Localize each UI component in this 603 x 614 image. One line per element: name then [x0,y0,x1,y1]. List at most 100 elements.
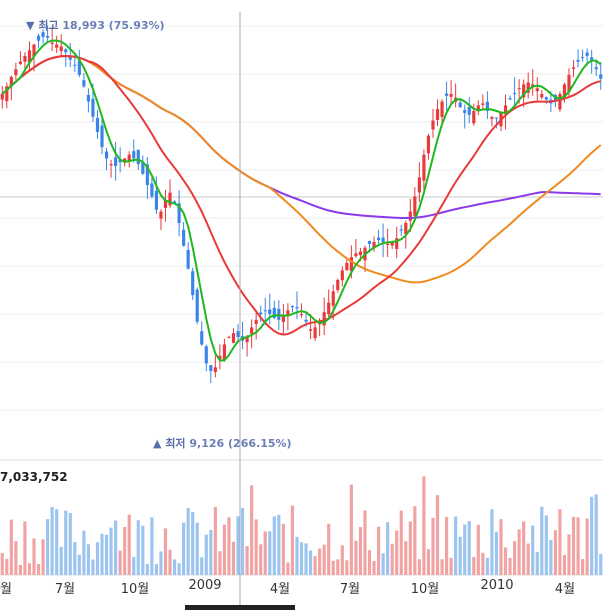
volume-bar [218,551,222,575]
ma60-line [1,54,602,284]
candle-body [540,93,544,98]
candle-body [476,105,480,112]
x-tick-label: 월 [0,582,12,597]
candle-body [431,120,435,130]
candle-body [259,312,263,315]
volume-bar [404,541,408,575]
candle-body [395,238,399,249]
candle-body [95,117,100,132]
volume-bar [104,534,109,575]
candle-body [236,331,240,337]
x-tick-label: 10월 [120,582,150,597]
volume-bar [77,554,81,575]
candle-body [404,223,408,234]
volume-bar [345,560,349,575]
x-tick-label: 7월 [54,582,76,597]
volume-bar [86,544,90,575]
candle-body [354,253,358,257]
volume-bar [245,546,249,575]
candle-body [36,35,41,41]
x-tick-label: 4월 [554,582,576,597]
volume-bar [363,510,367,575]
candle-body [376,237,381,241]
volume-bar [540,506,544,575]
candle-body [390,241,394,246]
candle-body [413,196,417,216]
volume-bar [95,542,100,575]
candle-body [191,271,195,296]
volume-bar [9,519,13,575]
candle-body [513,93,517,95]
candle-body [458,102,462,108]
volume-bar [132,556,136,575]
volume-bar [558,509,562,575]
candle-body [517,88,521,90]
candle-body [304,319,308,322]
candle-body [163,200,168,208]
volume-bar [127,514,131,575]
candle-body [349,257,353,272]
volume-bar [254,519,258,575]
volume-bar [123,526,127,575]
low-annotation: ▲ 최저 9,126 (266.15%) [153,435,292,451]
volume-bar [481,552,485,575]
volume-bar [227,517,231,575]
x-tick-label: 4월 [269,582,291,597]
candle-body [581,57,585,59]
candle-body [104,151,109,159]
candle-body [59,46,63,52]
candle-body [200,331,204,345]
chart-scroll-handle[interactable] [185,605,295,610]
candle-body [141,162,145,174]
candle-body [327,302,331,315]
candle-body [358,251,363,256]
volume-bar [177,563,181,575]
volume-bar [200,557,204,575]
volume-bar [372,561,376,575]
candle-body [576,59,580,62]
ma5-line [1,39,602,362]
volume-bar [73,541,77,575]
volume-bar [240,508,245,575]
candle-body [594,67,598,70]
x-tick-label: 7월 [339,582,361,597]
low-label: 최저 [165,437,186,450]
candle-body [250,327,254,334]
candle-body [23,55,27,62]
volume-bar [100,533,104,575]
volume-bar [55,509,59,575]
volume-bar [290,505,295,575]
candle-body [82,80,86,87]
candle-body [295,307,299,309]
candle-body [336,279,340,291]
volume-bar [204,534,208,575]
volume-bar [308,550,313,575]
volume-bar [114,520,118,575]
candle-body [86,94,90,102]
volume-bar [499,519,503,575]
volume-bar [109,527,113,575]
candle-body [526,82,530,93]
candle-body [127,154,131,162]
candle-body [227,336,231,338]
candle-body [55,44,59,48]
volume-bar [494,531,499,575]
candle-body [268,309,272,315]
volume-bar [531,525,535,575]
volume-bar [163,528,168,575]
candle-body [159,211,163,219]
candle-body [590,57,594,60]
volume-bar [549,539,553,575]
volume-bar [272,516,276,575]
candle-body [150,183,154,197]
candle-body [182,229,186,246]
volume-bar [136,520,140,575]
candle-body [136,149,140,165]
volume-bar [513,541,517,575]
candle-body [562,84,567,98]
volume-bar [64,510,68,575]
candle-body [345,262,349,271]
high-annotation: ▼ 최고 18,993 (75.93%) [26,17,165,33]
